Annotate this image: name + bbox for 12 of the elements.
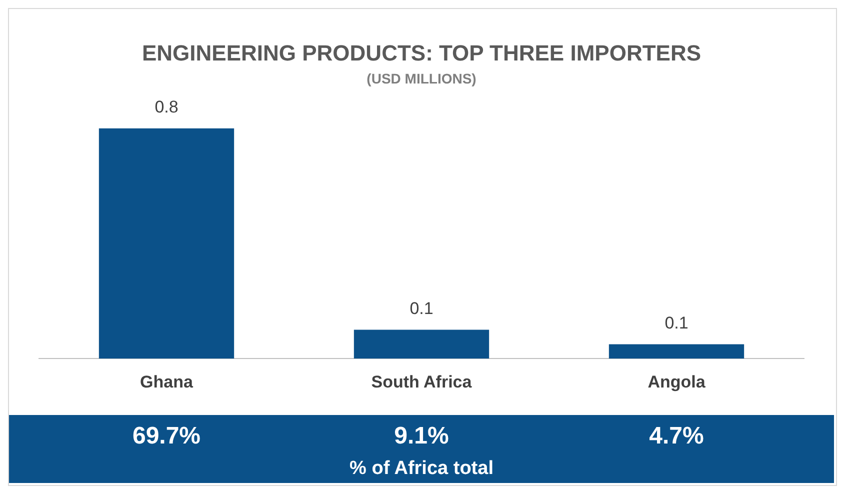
x-tick-label: Angola [648, 372, 706, 392]
x-tick-label: Ghana [140, 372, 194, 392]
text: % of Africa total [350, 458, 494, 480]
data-label: 0.8 [154, 97, 178, 116]
data-label: 0.1 [410, 298, 434, 318]
text: 69.7% [132, 422, 201, 450]
x-tick-label: South Africa [371, 372, 472, 392]
chart-subtitle: (USD MILLIONS) [366, 70, 476, 87]
text: 9.1% [394, 422, 449, 450]
text: 4.7% [649, 422, 704, 450]
chart-title: ENGINEERING PRODUCTS: TOP THREE IMPORTERS [142, 40, 702, 66]
data-label: 0.1 [664, 313, 688, 332]
